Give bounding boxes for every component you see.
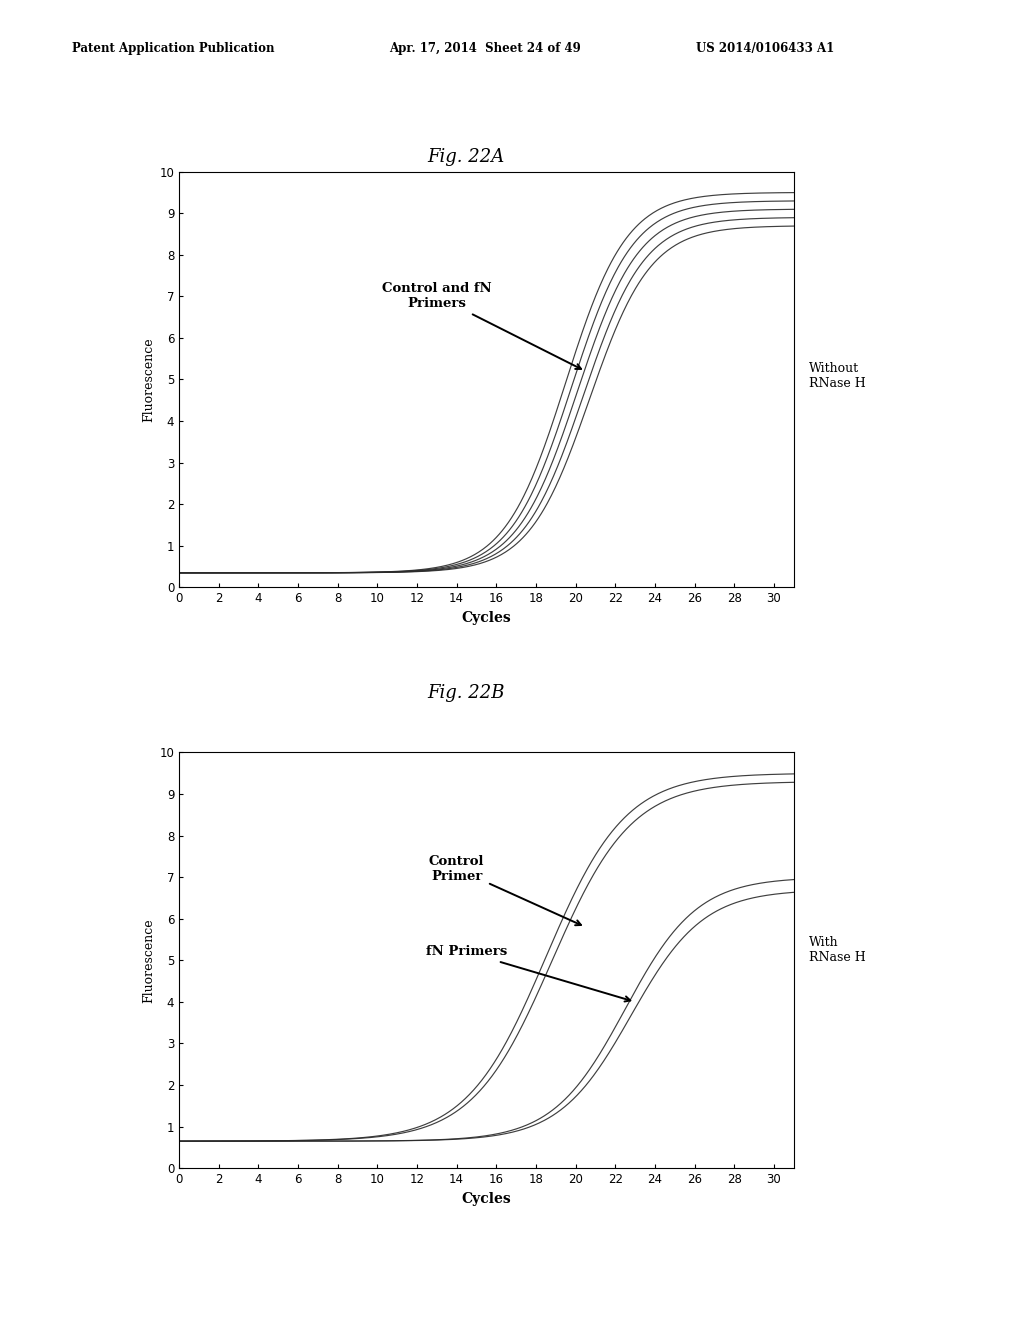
Text: Patent Application Publication: Patent Application Publication (72, 42, 274, 55)
Text: Fig. 22A: Fig. 22A (427, 148, 505, 166)
Text: fN Primers: fN Primers (426, 945, 631, 1002)
X-axis label: Cycles: Cycles (462, 1192, 511, 1205)
Text: Control
Primer: Control Primer (429, 855, 581, 925)
Text: Apr. 17, 2014  Sheet 24 of 49: Apr. 17, 2014 Sheet 24 of 49 (389, 42, 581, 55)
Text: Fig. 22B: Fig. 22B (427, 684, 505, 702)
Y-axis label: Fluorescence: Fluorescence (142, 337, 156, 422)
Text: Without
RNase H: Without RNase H (809, 362, 865, 391)
Y-axis label: Fluorescence: Fluorescence (142, 917, 156, 1003)
X-axis label: Cycles: Cycles (462, 611, 511, 624)
Text: With
RNase H: With RNase H (809, 936, 865, 965)
Text: Control and fN
Primers: Control and fN Primers (382, 282, 581, 370)
Text: US 2014/0106433 A1: US 2014/0106433 A1 (696, 42, 835, 55)
